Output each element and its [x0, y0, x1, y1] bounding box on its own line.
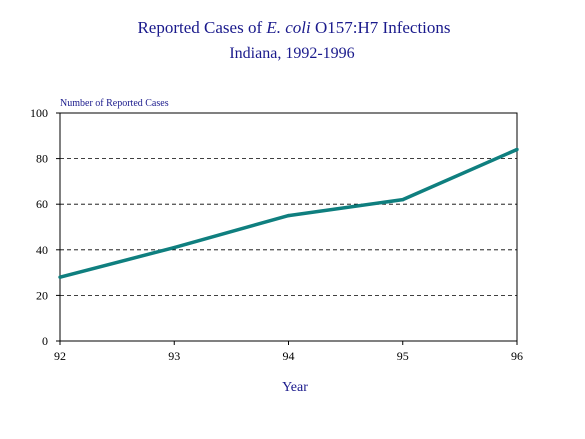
chart-title-prefix: Reported Cases of — [137, 18, 266, 37]
x-tick-label: 93 — [168, 349, 180, 363]
y-tick-label: 20 — [36, 288, 48, 302]
y-tick-label: 40 — [36, 243, 48, 257]
y-tick-label: 80 — [36, 152, 48, 166]
y-axis-label: Number of Reported Cases — [60, 98, 169, 109]
y-tick-label: 100 — [30, 106, 48, 120]
chart-title-suffix: O157:H7 Infections — [311, 18, 451, 37]
data-point-95 — [401, 197, 405, 202]
data-point-96 — [515, 147, 519, 152]
chart-title-italic: E. coli — [265, 18, 311, 37]
y-tick-label: 60 — [36, 197, 48, 211]
x-tick-label: 95 — [397, 349, 409, 363]
series-layer — [58, 147, 519, 279]
tick-layer: 0 20 40 60 80 100 92 93 94 95 96 — [30, 106, 523, 363]
x-tick-label: 92 — [54, 349, 66, 363]
chart-title: Reported Cases of E. coli O157:H7 Infect… — [137, 18, 450, 37]
grid-layer — [60, 158, 517, 296]
data-point-92 — [58, 275, 62, 279]
chart-subtitle: Indiana, 1992-1996 — [229, 45, 354, 62]
x-tick-label: 94 — [283, 349, 295, 363]
x-axis-label: Year — [282, 380, 308, 395]
y-tick-label: 0 — [42, 334, 48, 348]
x-tick-label: 96 — [511, 349, 523, 363]
data-point-93 — [172, 245, 176, 250]
data-point-94 — [286, 213, 291, 218]
plot-frame — [59, 112, 518, 342]
series-line-0 — [59, 147, 518, 279]
